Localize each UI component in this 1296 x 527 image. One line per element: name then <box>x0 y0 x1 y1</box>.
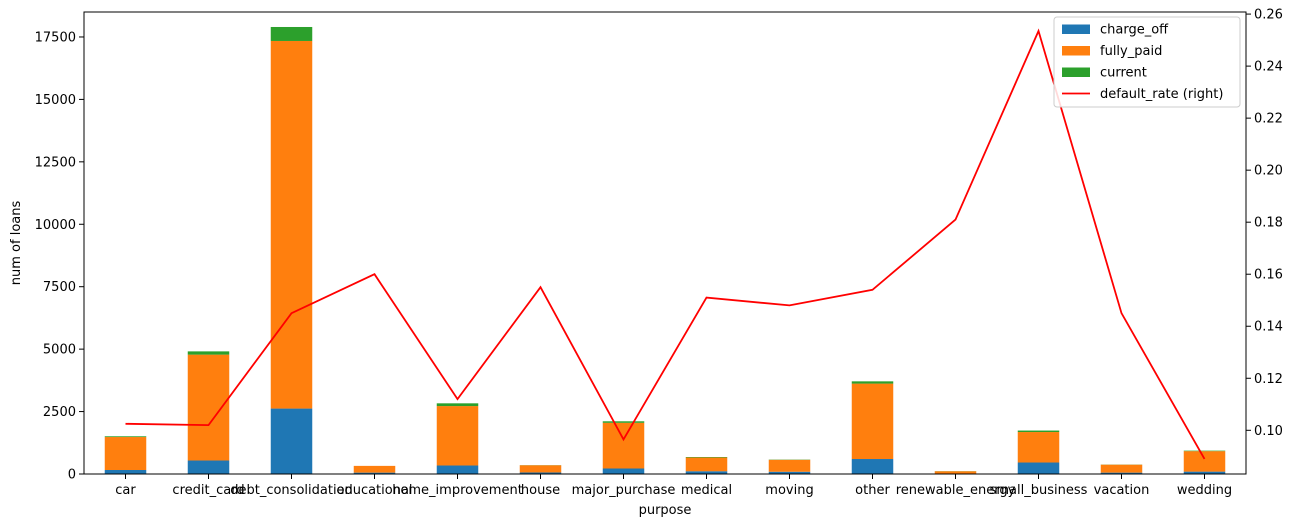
y-tick-label: 15000 <box>35 93 76 108</box>
bar-current-major_purchase <box>602 421 645 423</box>
bars-layer <box>104 26 1226 474</box>
x-tick-label: major_purchase <box>572 483 676 498</box>
bar-fully_paid-house <box>519 465 562 473</box>
bar-charge_off-wedding <box>1183 471 1226 474</box>
bar-fully_paid-moving <box>768 459 811 472</box>
bar-current-other <box>851 381 894 384</box>
y-tick-label: 12500 <box>35 155 76 170</box>
y2-tick-label: 0.16 <box>1254 268 1283 283</box>
y2-tick-label: 0.24 <box>1254 60 1283 75</box>
bar-current-small_business <box>1017 430 1060 433</box>
x-tick-label: home_improvement <box>392 483 523 498</box>
y2-tick-label: 0.22 <box>1254 112 1283 127</box>
bar-charge_off-other <box>851 459 894 474</box>
bar-charge_off-home_improvement <box>436 465 479 474</box>
bar-fully_paid-car <box>104 437 147 471</box>
bar-current-car <box>104 436 147 438</box>
bar-fully_paid-major_purchase <box>602 422 645 469</box>
x-axis: car credit_carddebt_consolidationeducatio… <box>115 474 1232 498</box>
y-tick-label: 7500 <box>43 280 76 295</box>
bar-charge_off-house <box>519 472 562 474</box>
bar-fully_paid-other <box>851 383 894 460</box>
legend-swatch-fully_paid <box>1062 46 1090 56</box>
x-tick-label: car <box>115 483 136 498</box>
legend-label: fully_paid <box>1100 44 1162 59</box>
x-tick-label: moving <box>765 483 813 498</box>
x-axis-title: purpose <box>639 503 692 518</box>
bar-charge_off-medical <box>685 471 728 474</box>
bar-fully_paid-wedding <box>1183 451 1226 472</box>
bar-fully_paid-debt_consolidation <box>270 40 313 409</box>
y-tick-label: 2500 <box>43 405 76 420</box>
y-tick-label: 10000 <box>35 218 76 233</box>
y2-tick-label: 0.18 <box>1254 216 1283 231</box>
bar-fully_paid-medical <box>685 457 728 472</box>
y-tick-label: 0 <box>68 468 76 483</box>
left-y-axis: 0 2500 5000 7500 10000 12500 15000 17500 <box>35 30 84 483</box>
bar-charge_off-educational <box>353 472 396 474</box>
y2-tick-label: 0.26 <box>1254 8 1283 23</box>
bar-charge_off-major_purchase <box>602 468 645 474</box>
legend-box <box>1053 16 1241 108</box>
bar-charge_off-small_business <box>1017 462 1060 474</box>
bar-charge_off-credit_card <box>187 460 230 474</box>
bar-current-home_improvement <box>436 403 479 407</box>
x-tick-label: credit_card <box>172 483 244 498</box>
y-tick-label: 17500 <box>35 30 76 45</box>
x-tick-label: wedding <box>1177 483 1232 498</box>
y2-tick-label: 0.10 <box>1254 424 1283 439</box>
bar-fully_paid-renewable_energy <box>934 471 977 474</box>
bar-fully_paid-small_business <box>1017 432 1060 463</box>
x-tick-label: debt_consolidation <box>230 483 353 498</box>
bar-charge_off-vacation <box>1100 472 1143 474</box>
right-y-axis: 0.10 0.12 0.14 0.16 0.18 0.20 0.22 0.24 0.26 <box>1246 8 1283 439</box>
bar-current-credit_card <box>187 351 230 355</box>
bar-fully_paid-credit_card <box>187 354 230 461</box>
x-tick-label: medical <box>681 483 732 498</box>
x-tick-label: other <box>855 483 890 498</box>
bar-fully_paid-educational <box>353 465 396 473</box>
x-tick-label: small_business <box>990 483 1088 498</box>
legend-swatch-current <box>1062 67 1090 77</box>
bar-charge_off-car <box>104 470 147 474</box>
bar-charge_off-debt_consolidation <box>270 408 313 474</box>
y2-tick-label: 0.20 <box>1254 164 1283 179</box>
bar-charge_off-moving <box>768 471 811 474</box>
x-tick-label: house <box>521 483 560 498</box>
legend-label: charge_off <box>1100 23 1169 38</box>
x-tick-label: educational <box>336 483 412 498</box>
legend-swatch-charge_off <box>1062 24 1090 34</box>
line-layer <box>125 28 1206 460</box>
plot-frame <box>83 11 1247 475</box>
y2-tick-label: 0.12 <box>1254 372 1283 387</box>
legend-label: current <box>1100 66 1147 81</box>
x-tick-label: vacation <box>1094 483 1150 498</box>
y2-tick-label: 0.14 <box>1254 320 1283 335</box>
y-axis-title: num of loans <box>9 201 24 286</box>
bar-fully_paid-home_improvement <box>436 406 479 466</box>
bar-fully_paid-vacation <box>1100 464 1143 473</box>
y-tick-label: 5000 <box>43 343 76 358</box>
line-series-default-rate <box>125 28 1206 460</box>
x-tick-label: renewable_energy <box>896 483 1016 498</box>
bar-current-debt_consolidation <box>270 26 313 41</box>
legend-label: default_rate (right) <box>1100 87 1223 102</box>
